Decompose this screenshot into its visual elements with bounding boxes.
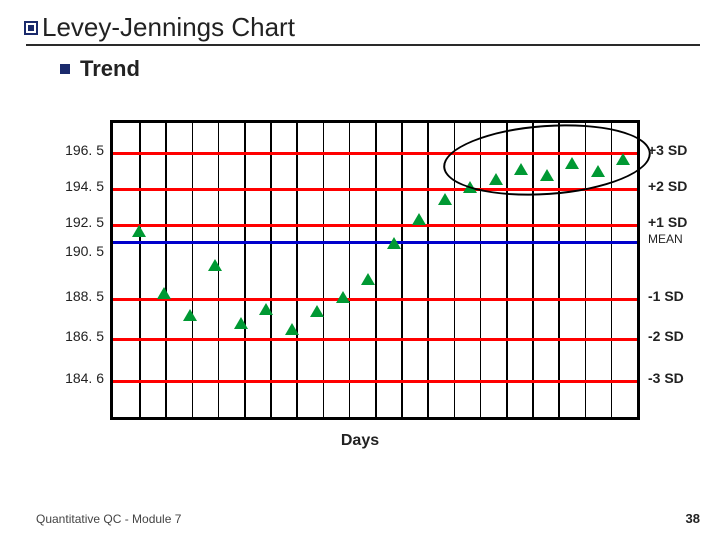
y-right-label: +1 SD: [648, 214, 687, 230]
data-point: [234, 317, 248, 329]
mean-line: [113, 241, 637, 244]
sd-line: [113, 224, 637, 227]
y-right-label: +3 SD: [648, 142, 687, 158]
data-point: [259, 303, 273, 315]
y-right-label: -1 SD: [648, 288, 684, 304]
y-left-label: 192. 5: [36, 214, 104, 230]
data-point: [361, 273, 375, 285]
data-point: [412, 213, 426, 225]
x-axis-label: Days: [36, 432, 684, 450]
subtitle: Trend: [80, 56, 140, 82]
sd-line: [113, 298, 637, 301]
title-row: Levey-Jennings Chart: [0, 12, 720, 43]
slide: Levey-Jennings Chart Trend 196. 5194. 51…: [0, 0, 720, 540]
y-right-label: MEAN: [648, 232, 683, 246]
vgrid-line: [401, 123, 403, 417]
data-point: [285, 323, 299, 335]
plot-area: [110, 120, 640, 420]
vgrid-line: [349, 123, 351, 417]
vgrid-line: [270, 123, 272, 417]
vgrid-line: [375, 123, 377, 417]
y-left-label: 184. 6: [36, 370, 104, 386]
sd-line: [113, 338, 637, 341]
data-point: [208, 259, 222, 271]
vgrid-line: [244, 123, 246, 417]
data-point: [183, 309, 197, 321]
slide-number: 38: [686, 511, 700, 526]
footer-left: Quantitative QC - Module 7: [36, 512, 181, 526]
y-axis-left: 196. 5 194. 5 192. 5 190. 5 188. 5 186. 5 184…: [36, 120, 108, 420]
vgrid-line: [296, 123, 298, 417]
data-point: [387, 237, 401, 249]
y-left-label: 186. 5: [36, 328, 104, 344]
data-point: [310, 305, 324, 317]
y-right-label: +2 SD: [648, 178, 687, 194]
bullet-icon: [24, 21, 38, 35]
vgrid-line: [165, 123, 167, 417]
title-underline: [26, 44, 700, 46]
data-point: [157, 287, 171, 299]
y-right-label: -2 SD: [648, 328, 684, 344]
y-right-label: -3 SD: [648, 370, 684, 386]
y-left-label: 194. 5: [36, 178, 104, 194]
y-axis-right: +3 SD +2 SD +1 SD MEAN -1 SD -2 SD -3 SD: [644, 120, 690, 420]
sub-bullet-icon: [60, 64, 70, 74]
data-point: [438, 193, 452, 205]
data-point: [336, 291, 350, 303]
vgrid-line: [139, 123, 141, 417]
subtitle-row: Trend: [60, 56, 140, 82]
y-left-label: 190. 5: [36, 243, 104, 259]
chart-title: Levey-Jennings Chart: [42, 12, 295, 43]
data-point: [132, 225, 146, 237]
vgrid-line: [427, 123, 429, 417]
vgrid-line: [323, 123, 325, 417]
sd-line: [113, 380, 637, 383]
y-left-label: 188. 5: [36, 288, 104, 304]
footer: Quantitative QC - Module 7 38: [36, 511, 700, 526]
chart: 196. 5 194. 5 192. 5 190. 5 188. 5 186. 5 184…: [36, 120, 684, 440]
y-left-label: 196. 5: [36, 142, 104, 158]
vgrid-line: [192, 123, 194, 417]
